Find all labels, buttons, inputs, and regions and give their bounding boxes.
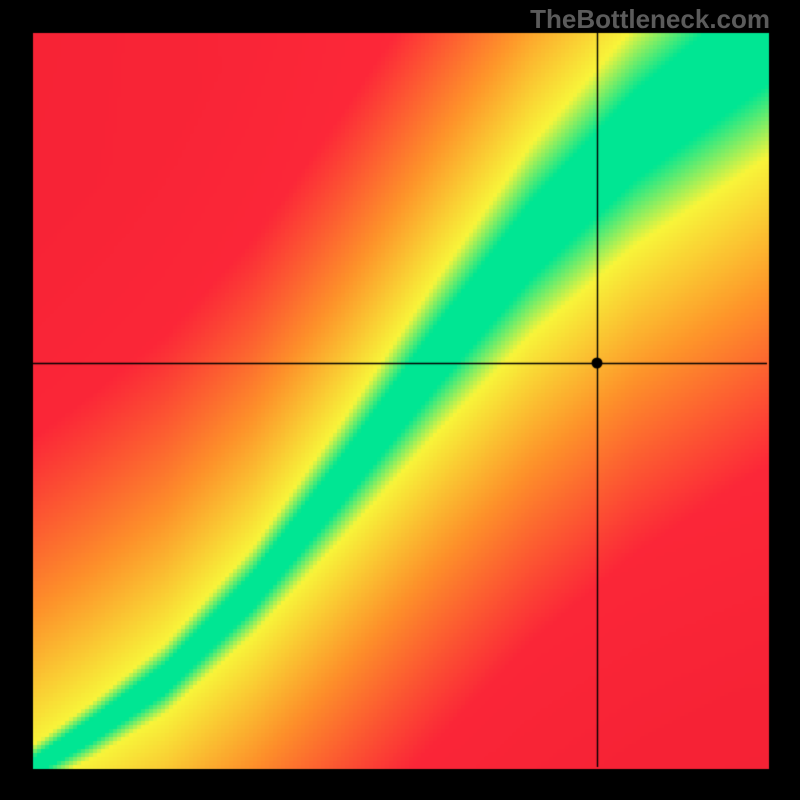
chart-container: TheBottleneck.com bbox=[0, 0, 800, 800]
heatmap-canvas bbox=[0, 0, 800, 800]
watermark-text: TheBottleneck.com bbox=[530, 4, 770, 35]
